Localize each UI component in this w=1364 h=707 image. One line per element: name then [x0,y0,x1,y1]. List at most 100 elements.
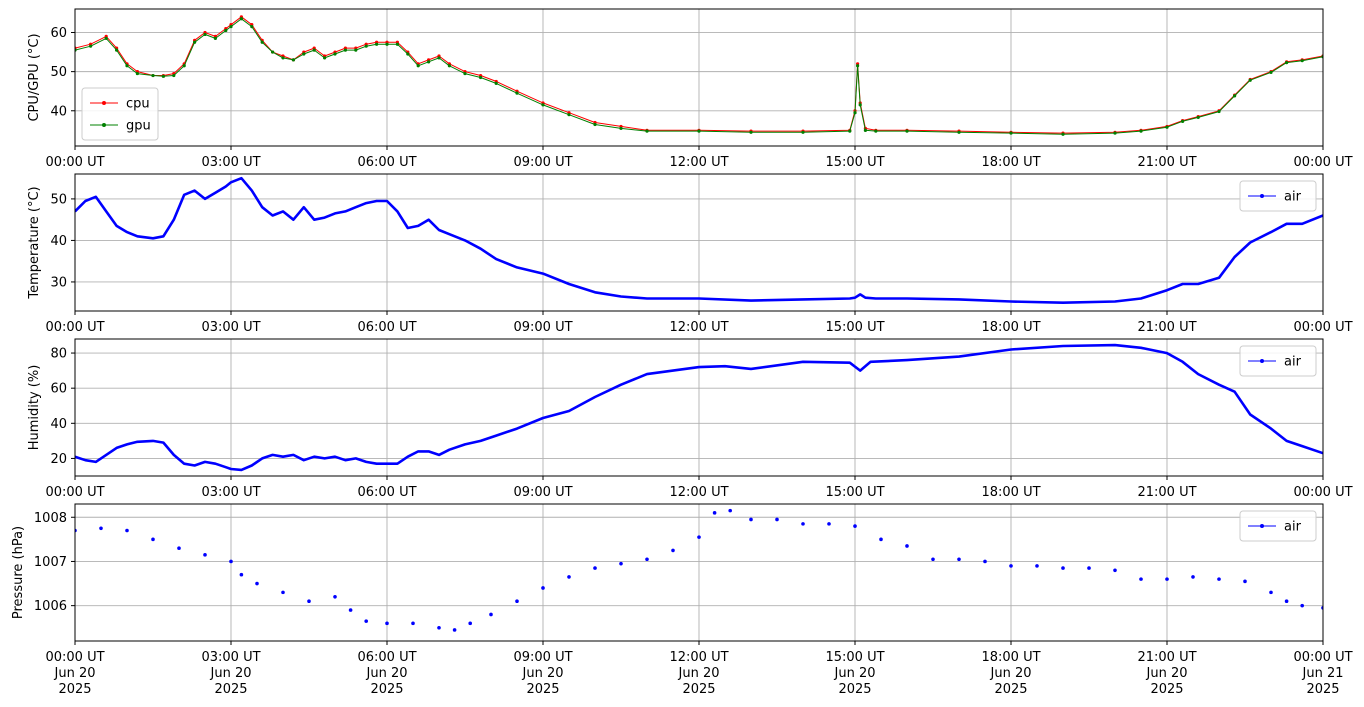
data-point [593,566,597,570]
data-point [161,74,165,78]
x-tick-label-line: 18:00 UT [981,650,1040,665]
x-tick-label: 00:00 UT [1293,485,1352,500]
data-point [645,557,649,562]
pressure-series-air [75,508,1323,632]
x-tick-label-line: 2025 [1306,682,1339,697]
data-point [213,36,217,40]
data-point [427,60,431,64]
y-tick-label: 40 [50,104,67,119]
data-point [385,621,389,626]
x-tick-label-line: 2025 [838,682,871,697]
data-point [858,103,862,107]
cpu-gpu-panel: 40 50 60 00:00 UT 03:00 UT 06:00 UT 09:00 UT 12… [27,8,1353,170]
x-tick-label: 21:00 UT [1137,485,1196,500]
x-tick-label: 06:00 UT Jun 20 2025 [357,650,416,697]
x-tick-label-line: Jun 20 [210,666,252,681]
legend-entry-label: air [1284,355,1302,370]
legend-entry-label: gpu [126,119,151,134]
legend-swatch-marker [1260,194,1264,198]
x-tick-label-line: 06:00 UT [357,650,416,665]
legend-box [1239,180,1317,212]
legend-box [1239,345,1317,377]
data-point [853,111,857,115]
data-point [182,64,186,68]
x-tick-label: 03:00 UT [201,155,260,170]
pressure-plot-area [75,508,1323,632]
x-tick-label-line: 2025 [526,682,559,697]
y-tick-label: 80 [50,347,67,362]
temperature-y-ticks: 30 40 50 [50,192,75,290]
legend-swatch-marker [102,101,106,105]
x-tick-label: 09:00 UT [513,155,572,170]
x-tick-label-line: 00:00 UT [1293,650,1352,665]
data-point [697,129,701,133]
temperature-panel: 30 40 50 00:00 UT 03:00 UT 06:00 UT 09:00 UT 12… [27,173,1353,335]
data-point [1035,564,1039,568]
data-point [567,575,571,579]
x-tick-label: 03:00 UT [201,485,260,500]
data-point [203,553,207,557]
data-point [135,71,139,76]
data-point [697,535,701,539]
data-point [302,52,306,56]
data-point [333,595,337,599]
data-point [89,44,93,48]
data-point [172,73,176,78]
data-point [879,537,883,542]
humidity-series-air [75,343,1323,472]
data-point [411,621,415,626]
temperature-series-air-line [75,176,1323,305]
data-point [1113,131,1117,135]
x-tick-label: 15:00 UT [825,155,884,170]
x-tick-label-line: Jun 20 [54,666,96,681]
data-point [291,58,295,62]
x-tick-label-line: 09:00 UT [513,650,572,665]
data-point [229,25,233,29]
x-tick-label: 00:00 UT [1293,320,1352,335]
y-tick-label: 20 [50,452,67,467]
data-point [463,71,467,76]
data-point [983,559,987,564]
data-point [775,517,779,522]
legend-swatch-marker [102,123,106,127]
y-tick-label: 30 [50,275,67,290]
data-point [229,559,233,564]
x-tick-label: 12:00 UT Jun 20 2025 [669,650,728,697]
x-tick-label-line: 00:00 UT [45,650,104,665]
x-tick-label: 09:00 UT [513,320,572,335]
x-tick-label: 12:00 UT [669,155,728,170]
x-tick-label: 00:00 UT [45,155,104,170]
x-tick-label: 18:00 UT Jun 20 2025 [981,650,1040,697]
x-tick-label: 06:00 UT [357,485,416,500]
data-point [452,628,457,632]
y-tick-label: 40 [50,234,67,249]
x-tick-label-line: Jun 20 [366,666,408,681]
x-tick-label: 15:00 UT Jun 20 2025 [825,650,884,697]
data-point [1165,125,1169,129]
x-tick-label-line: Jun 20 [990,666,1032,681]
cpu-gpu-series-gpu-line [75,18,1323,135]
data-point [437,56,441,60]
data-point [224,28,228,33]
data-point [447,64,451,68]
data-point [728,508,732,513]
data-point [1285,61,1289,65]
humidity-panel: 20 40 60 80 00:00 UT 03:00 UT 06:00 UT 09:00 UT… [27,338,1353,500]
data-point [1087,566,1091,570]
cpu-gpu-y-ticks: 40 50 60 [50,26,75,119]
cpu-gpu-series-cpu-line [75,16,1323,134]
data-point [348,608,353,612]
data-point [957,557,961,562]
x-tick-label: 21:00 UT [1137,320,1196,335]
pressure-y-ticks: 1006 1007 1008 [34,511,75,614]
y-tick-label: 1006 [34,599,67,614]
data-point [957,130,961,134]
data-point [1269,70,1273,75]
temperature-plot-area [75,176,1323,305]
data-point [749,130,753,134]
x-tick-label: 12:00 UT [669,485,728,500]
data-point [151,73,155,78]
y-tick-label: 50 [50,65,67,80]
data-point [468,621,473,626]
